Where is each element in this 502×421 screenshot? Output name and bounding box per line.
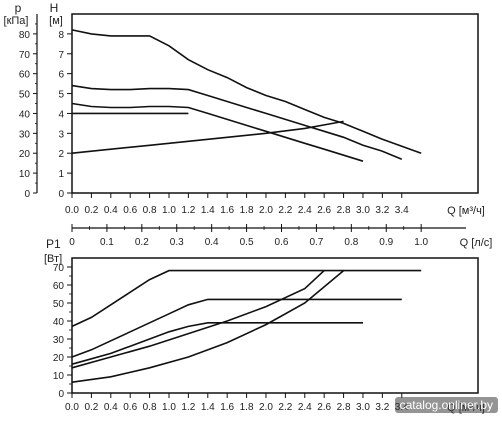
p1-tick-label: 0	[58, 389, 64, 400]
h-tick-label: 0	[58, 189, 64, 200]
q-tick-label: 1.6	[220, 205, 234, 216]
p1-tick-label: 60	[53, 281, 65, 292]
head-plot-frame	[71, 13, 479, 194]
power-curve-2	[71, 298, 402, 358]
h-tick-label: 1	[58, 169, 64, 180]
p1-tick-label: 20	[53, 353, 65, 364]
p-tick-label: 60	[19, 70, 31, 81]
q-tick-label-bottom: 3.0	[356, 402, 370, 413]
h-tick-label: 2	[58, 149, 64, 160]
h-tick-label: 3	[58, 129, 64, 140]
p1-axis-title: P1	[46, 237, 61, 251]
p-tick-label: 30	[19, 129, 31, 140]
head-curve-2	[71, 84, 403, 160]
q-tick-label: 0.4	[104, 205, 118, 216]
q-tick-label-bottom: 2.8	[337, 402, 351, 413]
ls-tick-label: 0.1	[100, 237, 114, 248]
q-tick-label: 2.4	[298, 205, 312, 216]
p1-tick-label: 40	[53, 317, 65, 328]
head-curve-3	[71, 102, 364, 162]
q-tick-label: 2.8	[337, 205, 351, 216]
q-tick-label: 3.0	[356, 205, 370, 216]
head-curve-5	[71, 120, 344, 154]
q-tick-label-bottom: 1.2	[181, 402, 195, 413]
p-tick-label: 70	[19, 50, 31, 61]
q-tick-label-bottom: 0.4	[104, 402, 118, 413]
ls-tick-label: 0	[69, 237, 75, 248]
q-tick-label: 1.2	[181, 205, 195, 216]
p-tick-label: 50	[19, 90, 31, 101]
power-plot-frame	[71, 257, 479, 394]
q-tick-label: 0.6	[123, 205, 137, 216]
q-tick-label-bottom: 2.6	[317, 402, 331, 413]
p1-tick-label: 30	[53, 335, 65, 346]
ls-tick-label: 0.2	[135, 237, 149, 248]
watermark: catalog.onliner.by	[394, 397, 498, 413]
q-axis-title: Q [м³/ч]	[447, 205, 485, 217]
q-tick-label: 0.0	[65, 205, 79, 216]
ls-tick-label: 0.9	[379, 237, 393, 248]
power-curve-1	[71, 269, 422, 328]
p1-tick-label: 10	[53, 371, 65, 382]
h-tick-label: 5	[58, 90, 64, 101]
q-tick-label-bottom: 1.6	[220, 402, 234, 413]
h-tick-label: 8	[58, 30, 64, 41]
p1-tick-label: 50	[53, 299, 65, 310]
p-tick-label: 10	[19, 169, 31, 180]
ls-tick-label: 0.7	[309, 237, 323, 248]
p-tick-label: 80	[19, 30, 31, 41]
q-tick-label: 3.2	[375, 205, 389, 216]
q-tick-label: 2.2	[278, 205, 292, 216]
ls-tick-label: 0.3	[170, 237, 184, 248]
ls-tick-label: 1.0	[414, 237, 428, 248]
ls-axis-title: Q [л/с]	[460, 237, 493, 249]
q-tick-label: 1.0	[162, 205, 176, 216]
q-tick-label: 1.4	[201, 205, 215, 216]
q-tick-label-bottom: 2.0	[259, 402, 273, 413]
q-tick-label-bottom: 2.4	[298, 402, 312, 413]
q-tick-label: 3.4	[395, 205, 409, 216]
q-tick-label: 1.8	[240, 205, 254, 216]
power-curve-3	[71, 322, 363, 365]
head-curve-1	[71, 29, 422, 154]
ls-tick-label: 0.6	[275, 237, 289, 248]
p-tick-label: 40	[19, 109, 31, 120]
q-tick-label-bottom: 1.8	[240, 402, 254, 413]
q-tick-label-bottom: 3.2	[375, 402, 389, 413]
power-curve-5	[71, 269, 345, 383]
ls-tick-label: 0.8	[344, 237, 358, 248]
q-tick-label-bottom: 2.2	[278, 402, 292, 413]
p-axis-title: p	[15, 1, 22, 15]
q-tick-label-bottom: 1.0	[162, 402, 176, 413]
h-axis-unit: [м]	[49, 15, 63, 27]
p1-tick-label: 70	[53, 263, 65, 274]
q-tick-label-bottom: 0.2	[84, 402, 98, 413]
q-tick-label-bottom: 1.4	[201, 402, 215, 413]
h-axis-title: H	[50, 1, 59, 15]
p-axis-unit: [кПа]	[4, 15, 29, 27]
q-tick-label-bottom: 0.0	[65, 402, 79, 413]
ls-tick-label: 0.4	[205, 237, 219, 248]
q-tick-label: 0.2	[84, 205, 98, 216]
q-tick-label: 2.6	[317, 205, 331, 216]
p-tick-label: 0	[24, 189, 30, 200]
h-tick-label: 6	[58, 70, 64, 81]
h-tick-label: 4	[58, 109, 64, 120]
q-tick-label: 0.8	[143, 205, 157, 216]
h-tick-label: 7	[58, 50, 64, 61]
power-curve-4	[71, 270, 325, 369]
q-tick-label-bottom: 0.6	[123, 402, 137, 413]
q-tick-label-bottom: 0.8	[143, 402, 157, 413]
p1-axis-unit: [Вт]	[44, 253, 62, 265]
q-tick-label: 2.0	[259, 205, 273, 216]
ls-tick-label: 0.5	[240, 237, 254, 248]
p-tick-label: 20	[19, 149, 31, 160]
